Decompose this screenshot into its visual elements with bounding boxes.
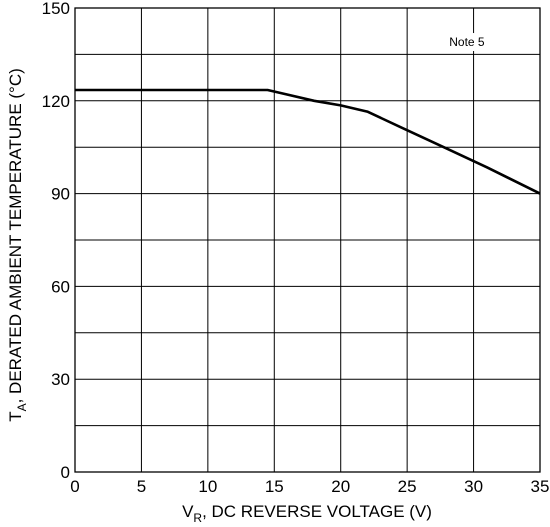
chart-grid (74, 7, 541, 473)
annotation-layer: Note 5 (442, 33, 492, 52)
y-tick-label: 60 (51, 277, 70, 296)
tick-labels: 0 5 10 15 20 25 30 35 0 30 60 90 120 150 (42, 0, 550, 496)
y-axis-title: TA, DERATED AMBIENT TEMPERATURE (°C) (6, 68, 29, 422)
x-tick-label: 30 (464, 477, 483, 496)
annotation-backing (442, 33, 492, 52)
annotation-note: Note 5 (449, 35, 485, 49)
y-tick-label: 120 (42, 92, 70, 111)
x-tick-label: 0 (70, 477, 79, 496)
series-line (75, 88, 541, 195)
x-tick-label: 15 (265, 477, 284, 496)
x-tick-label: 10 (198, 477, 217, 496)
x-axis-title: VR, DC REVERSE VOLTAGE (V) (182, 502, 432, 525)
y-tick-label: 150 (42, 0, 70, 18)
series-layer (75, 88, 541, 195)
y-tick-label: 30 (51, 370, 70, 389)
y-tick-label: 90 (51, 185, 70, 204)
x-tick-label: 35 (531, 477, 550, 496)
x-tick-label: 5 (137, 477, 146, 496)
plot-frame (74, 7, 541, 473)
y-tick-label: 0 (61, 463, 70, 482)
x-tick-label: 25 (398, 477, 417, 496)
x-tick-label: 20 (331, 477, 350, 496)
